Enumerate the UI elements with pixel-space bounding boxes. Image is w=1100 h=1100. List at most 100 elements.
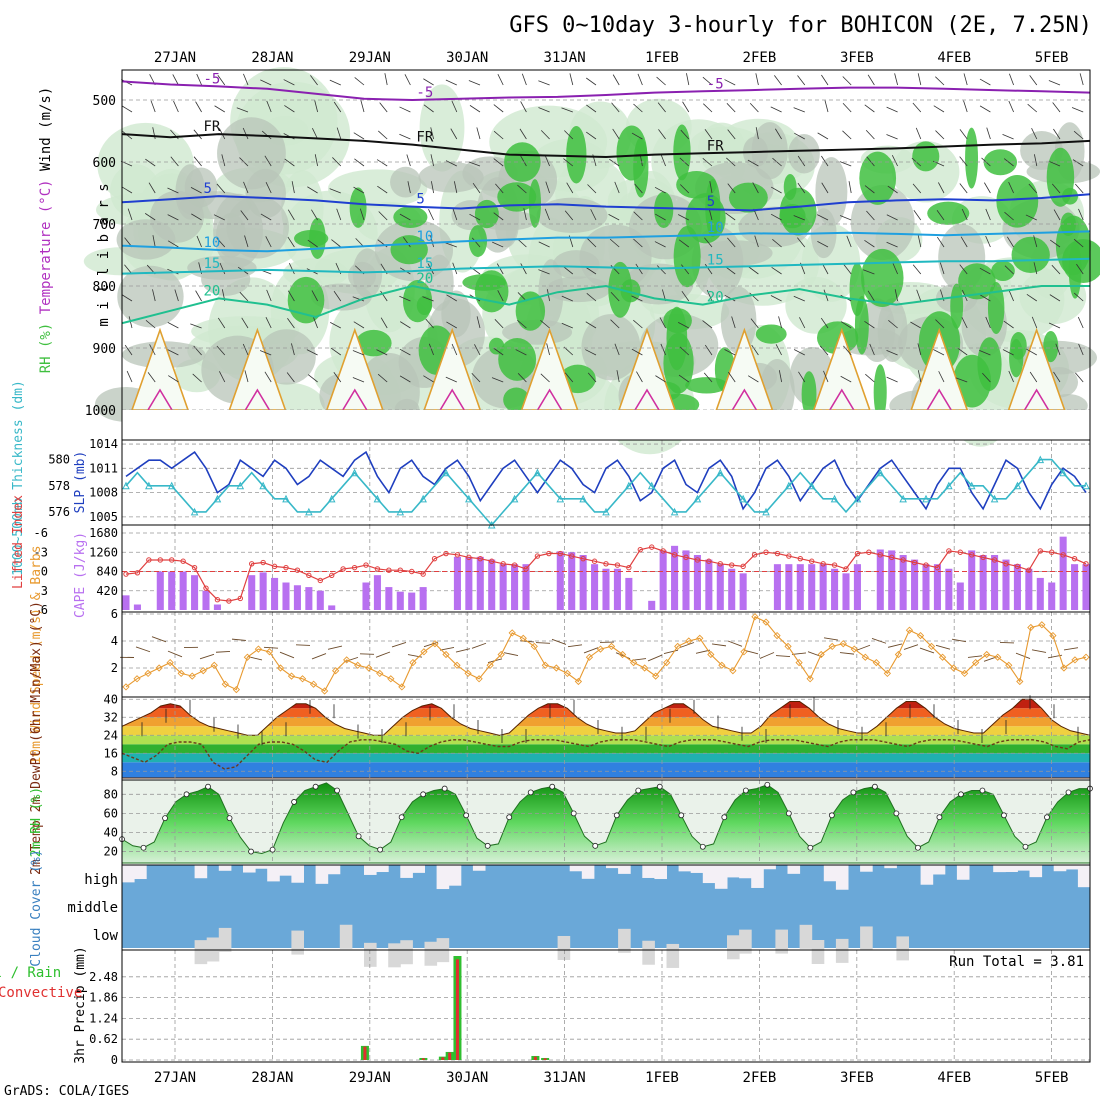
temp-ylabel: 2m Temp 2m DewPt (6hr Min/Max) (°C) bbox=[29, 601, 44, 875]
li-marker bbox=[351, 564, 358, 571]
upper-wind-barb bbox=[333, 371, 342, 383]
cape-panel: 420 840 1260 1680 6 3 0 -3 -6 CAPE (J/kg) Lifted I… bbox=[11, 495, 1090, 618]
wind10-barb bbox=[791, 652, 807, 655]
cloud-high-gap bbox=[606, 865, 619, 869]
upper-wind-barb bbox=[979, 78, 991, 86]
rh-marker bbox=[850, 789, 857, 796]
wind10-barb bbox=[311, 653, 327, 660]
upper-wind-barb bbox=[446, 321, 458, 329]
temp-band bbox=[122, 717, 1090, 727]
cape-bar bbox=[602, 568, 610, 610]
cloud-low-block bbox=[424, 941, 438, 966]
thickness-marker bbox=[327, 494, 336, 503]
cape-bar bbox=[991, 555, 999, 610]
rh-marker bbox=[1001, 812, 1007, 819]
upper-wind-barb bbox=[152, 289, 156, 302]
upper-wind-barb bbox=[430, 235, 434, 248]
rh-shade-gray bbox=[815, 157, 848, 227]
li-tick-label: 6 bbox=[41, 603, 48, 617]
cloud-high-gap bbox=[1053, 865, 1067, 872]
rh-shade-green bbox=[498, 337, 537, 381]
upper-wind-barb bbox=[660, 343, 666, 356]
rh-marker bbox=[269, 846, 276, 853]
wind10-marker bbox=[376, 669, 384, 678]
precip-panel: 0 0.62 1.24 1.86 2.48 Run Total = 3.81 3hr Pre… bbox=[0, 946, 1090, 1067]
upper-wind-barb bbox=[265, 236, 272, 248]
upper-wind-barb bbox=[726, 103, 736, 113]
li-tick-label: -6 bbox=[34, 526, 48, 540]
upper-wind-barb bbox=[546, 343, 550, 356]
li-marker bbox=[271, 563, 278, 570]
upper-wind-barb bbox=[521, 73, 527, 86]
li-marker bbox=[569, 553, 575, 559]
wind10-marker bbox=[685, 637, 693, 645]
upper-wind-barb bbox=[702, 76, 713, 86]
wind10-marker bbox=[552, 664, 560, 672]
cape-bar bbox=[522, 564, 530, 610]
upper-wind-barb bbox=[520, 101, 527, 113]
bottom-day-label: 5FEB bbox=[1035, 1070, 1069, 1086]
thickness-marker bbox=[373, 494, 382, 503]
rh-marker bbox=[721, 814, 728, 821]
rh-marker bbox=[549, 783, 556, 790]
rh-marker bbox=[1022, 843, 1029, 850]
wind10-marker bbox=[1038, 621, 1046, 629]
li-marker bbox=[340, 566, 346, 572]
upper-wind-barb bbox=[520, 263, 527, 275]
wind10-marker bbox=[387, 675, 395, 683]
rh-shade-light bbox=[110, 164, 160, 219]
thickness-marker bbox=[990, 494, 999, 503]
upper-wind-barb bbox=[917, 235, 922, 248]
upper-wind-barb bbox=[867, 74, 875, 86]
bottom-day-label: 31JAN bbox=[544, 1070, 586, 1086]
upper-wind-barb bbox=[681, 290, 690, 302]
upper-wind-barb bbox=[985, 235, 991, 248]
upper-wind-barb bbox=[336, 208, 342, 221]
upper-wind-barb bbox=[865, 373, 875, 383]
rh-shade-green bbox=[462, 274, 506, 291]
cape-bar bbox=[842, 573, 850, 610]
upper-wind-barb bbox=[1029, 75, 1038, 86]
upper-wind-barb bbox=[121, 186, 133, 194]
cloud-low-block bbox=[388, 943, 401, 968]
wind10-marker bbox=[784, 642, 792, 651]
temp-fill-group bbox=[122, 699, 1090, 778]
rh-panel: 20 40 60 80 2m RH (%) bbox=[29, 780, 1093, 864]
upper-wind-barb bbox=[469, 213, 481, 221]
cloud-high-gap bbox=[642, 865, 655, 878]
wind10-marker bbox=[354, 661, 362, 669]
upper-wind-barb bbox=[823, 370, 829, 383]
li-marker bbox=[249, 561, 255, 567]
cloud-high-gap bbox=[255, 865, 268, 869]
thickness-marker bbox=[693, 494, 702, 503]
wind10-marker bbox=[1016, 677, 1024, 686]
cloud-high-gap bbox=[122, 865, 135, 883]
cloud-low-block bbox=[557, 935, 571, 960]
rh-shade-green bbox=[1011, 236, 1050, 274]
rh-marker bbox=[527, 789, 534, 796]
upper-wind-barb bbox=[770, 106, 782, 113]
cloud-high-gap bbox=[448, 865, 462, 886]
upper-wind-barb bbox=[609, 158, 620, 167]
upper-wind-barb bbox=[407, 181, 411, 194]
rh-marker bbox=[678, 812, 685, 819]
li-marker bbox=[649, 544, 655, 550]
isotherm-label: 5 bbox=[416, 192, 424, 208]
upper-wind-barb bbox=[445, 79, 457, 86]
cloud-high-gap bbox=[714, 865, 728, 889]
upper-wind-barb bbox=[121, 294, 133, 302]
cloud-low-block bbox=[291, 930, 304, 955]
upper-wind-barb bbox=[333, 101, 342, 113]
temp-tick-label: 8 bbox=[111, 764, 118, 778]
thickness-marker bbox=[190, 507, 199, 516]
upper-wind-barb bbox=[793, 215, 805, 221]
li-marker bbox=[1060, 552, 1066, 558]
upper-wind-barb bbox=[614, 181, 620, 194]
rh-shade-green bbox=[685, 193, 726, 244]
upper-wind-barb bbox=[708, 208, 713, 221]
rh-marker bbox=[871, 783, 878, 790]
upper-wind-barb bbox=[352, 377, 365, 383]
isotherm-label: 20 bbox=[416, 271, 433, 287]
upper-wind-barb bbox=[933, 105, 945, 113]
